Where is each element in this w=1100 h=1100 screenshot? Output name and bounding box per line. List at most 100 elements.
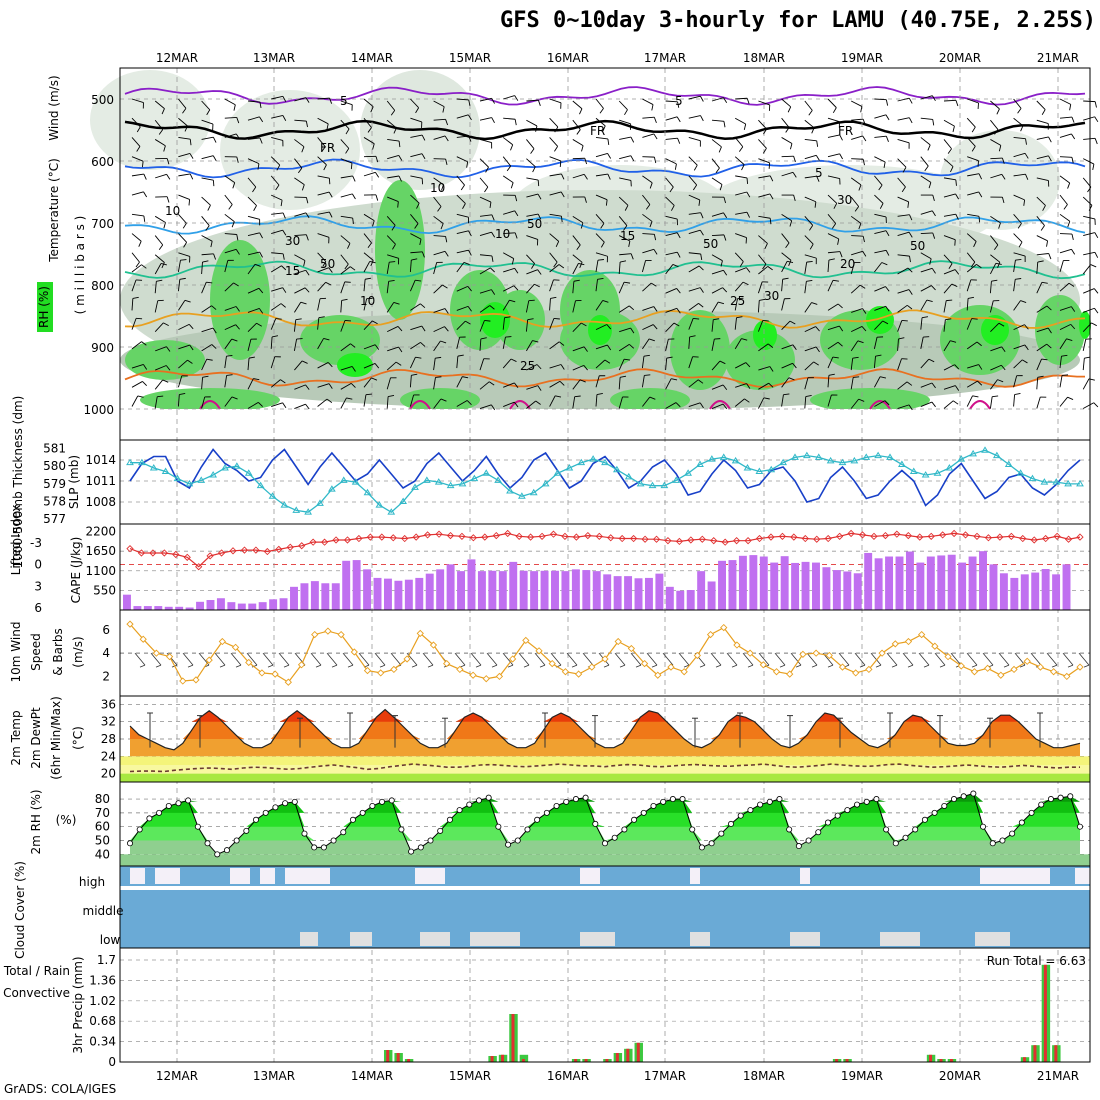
rh-marker (698, 844, 705, 851)
wind-barb-flag (580, 322, 587, 327)
wind-barb-flag (231, 338, 238, 342)
wind-barb-flag (534, 283, 540, 288)
wind-barb (688, 229, 701, 234)
wind-barb (247, 401, 259, 409)
rh-marker (921, 816, 928, 823)
wind-barb (363, 344, 376, 350)
li-marker (847, 529, 855, 538)
wind-barb (317, 191, 330, 196)
wind-barb-flag (576, 244, 581, 251)
thickness-marker (981, 446, 989, 453)
wind-barb (618, 343, 630, 352)
wind-barb-flag (998, 222, 1001, 229)
wind-speed-marker (416, 629, 424, 638)
isotherm-arc (409, 400, 431, 410)
wind-barb (247, 137, 260, 140)
wind-barb (665, 100, 678, 103)
temp-axis-label-b: 2m DewPt (29, 707, 43, 769)
wind-barb-flag (1024, 153, 1029, 159)
wind-barb-flag (806, 280, 813, 282)
wind-barb (224, 356, 227, 369)
cape-tick: 1650 (85, 544, 116, 558)
precip-conv-bar (835, 1059, 839, 1062)
wind-barb (1082, 358, 1085, 371)
wind-barb (920, 232, 933, 234)
wind-barb (479, 338, 482, 351)
wind-barb-flag (839, 153, 843, 160)
thickness-marker (209, 471, 218, 478)
wind-barb (641, 375, 645, 388)
wind-speed-marker (984, 664, 992, 672)
wind-barb (433, 118, 446, 121)
wind-barb (943, 177, 956, 181)
thickness-marker (351, 478, 360, 485)
wind-barb (850, 262, 855, 275)
wind10-flag (523, 664, 530, 668)
rh-marker (214, 851, 221, 858)
wind-barb (293, 319, 297, 332)
rh-label: 50 (703, 237, 718, 251)
wind-barb-flag (161, 262, 165, 269)
wind-barb-flag (744, 398, 750, 403)
wind-barb (943, 283, 953, 294)
wind-barb (270, 265, 282, 273)
wind-barb (665, 232, 678, 236)
wind-barb-flag (282, 229, 287, 236)
rh-marker (669, 796, 676, 803)
wind-barb (595, 324, 608, 331)
wind-barb (967, 98, 979, 104)
wind-barb (1013, 279, 1016, 292)
wind-barb-flag (305, 97, 310, 103)
wind-barb-flag (537, 193, 542, 200)
wind-barb (1013, 233, 1023, 243)
wind-barb (943, 158, 954, 167)
wind-barb (317, 298, 321, 311)
wind-barb-flag (996, 108, 1000, 115)
precip-conv-bar (1054, 1045, 1058, 1062)
wind-barb-flag (233, 104, 236, 111)
wind-barb-flag (141, 161, 144, 168)
cape-bar (352, 560, 361, 610)
li-marker (858, 531, 867, 539)
li-marker (183, 553, 191, 561)
wind-barb (618, 396, 623, 409)
wind10-barb (774, 652, 786, 666)
cape-bar (519, 570, 528, 610)
date-label-bottom: 15MAR (449, 1069, 491, 1083)
wind-barb-flag (182, 108, 187, 114)
wind-barb-flag (1037, 375, 1044, 378)
cape-bar (175, 606, 184, 610)
wind-barb (711, 158, 720, 169)
wind-barb-flag (466, 400, 472, 405)
wind-barb (595, 300, 604, 311)
wind-barb (363, 377, 372, 388)
precip-conv-bar (636, 1042, 640, 1062)
wind-barb (502, 336, 506, 349)
wind-barb (549, 279, 554, 292)
wind-barb (688, 212, 701, 215)
credit-text: GrADS: COLA/IGES (4, 1082, 117, 1096)
wind-barb (340, 100, 353, 106)
wind-barb (317, 398, 328, 407)
wind-barb (456, 156, 468, 163)
wind-barb-flag (491, 117, 495, 124)
wind-barb-flag (231, 396, 238, 400)
wind-barb-flag (305, 403, 310, 410)
wind-barb (711, 119, 724, 122)
wind-barb-flag (182, 223, 187, 229)
wind-barb (897, 381, 908, 390)
wind-barb (967, 213, 980, 217)
wind-barb (503, 117, 516, 120)
wind-barb (595, 136, 608, 140)
cape-bar (216, 598, 225, 610)
wind-barb-flag (723, 197, 726, 204)
cape-bar (1052, 574, 1061, 610)
wind-barb (271, 115, 283, 119)
wind-barb (874, 400, 886, 407)
li-marker (698, 535, 706, 543)
wind-barb-flag (1093, 402, 1099, 408)
wind10-barb (1030, 652, 1042, 666)
wind-barb-flag (392, 243, 396, 250)
wind-barb-flag (885, 250, 890, 256)
wind-barb (224, 324, 236, 331)
